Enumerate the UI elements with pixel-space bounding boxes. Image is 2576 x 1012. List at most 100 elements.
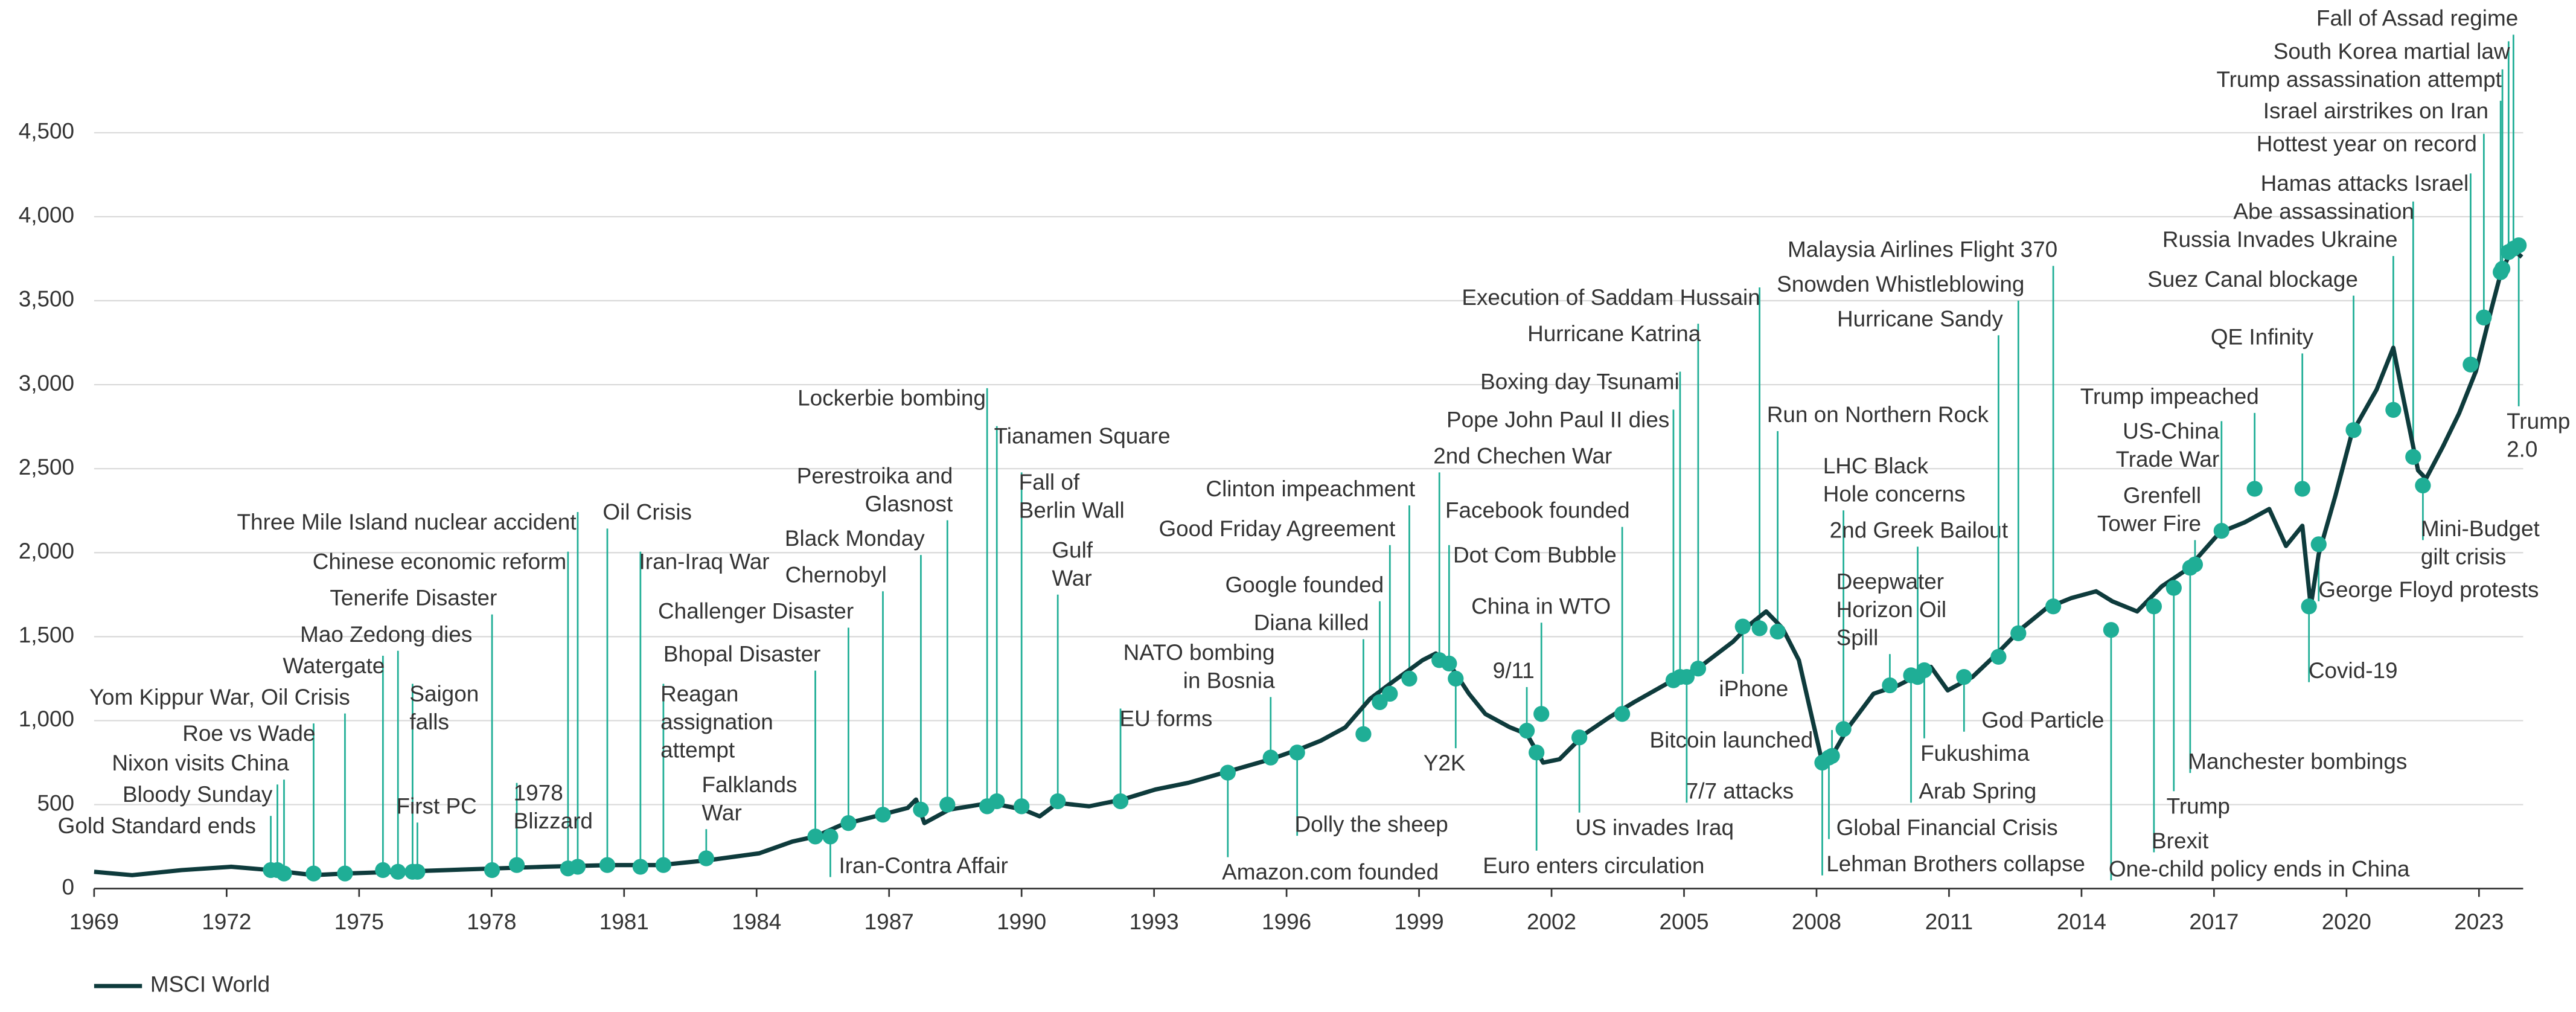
annotation-label: God Particle — [1981, 708, 2104, 732]
x-tick-label: 1969 — [69, 909, 119, 934]
annotation-label: Global Financial Crisis — [1836, 815, 2058, 840]
annotation-dot — [1734, 618, 1751, 635]
annotation-label: QE Infinity — [2211, 325, 2314, 350]
annotation-label: Russia Invades Ukraine — [2162, 227, 2398, 252]
annotation-label: Hurricane Sandy — [1837, 306, 2003, 331]
annotation-label: 2.0 — [2507, 437, 2537, 462]
annotation-label: Execution of Saddam Hussain — [1462, 285, 1760, 310]
annotation-dot — [2385, 402, 2402, 418]
annotation-label: NATO bombing — [1123, 640, 1275, 665]
annotation-label: Snowden Whistleblowing — [1777, 272, 2024, 296]
annotation-dot — [2187, 556, 2204, 572]
annotation-dot — [1441, 655, 1457, 671]
annotation-dot — [989, 793, 1005, 810]
annotation-label: Euro enters circulation — [1483, 853, 1704, 878]
annotation-label: assignation — [660, 709, 773, 734]
annotation-label: Bloody Sunday — [123, 782, 273, 807]
annotation-label: George Floyd protests — [2318, 577, 2539, 602]
annotation-label: Challenger Disaster — [658, 599, 854, 624]
annotation-dot — [599, 857, 616, 873]
annotation-label: Black Monday — [785, 526, 925, 551]
annotation-dot — [1814, 754, 1830, 771]
x-tick-label: 2020 — [2322, 909, 2371, 934]
annotation-label: Facebook founded — [1445, 498, 1630, 523]
annotation-dot — [484, 862, 500, 879]
y-tick-label: 4,000 — [19, 203, 74, 228]
annotation-label: Dot Com Bubble — [1453, 543, 1617, 568]
annotation-dot — [1903, 667, 1919, 684]
annotation-dot — [2294, 481, 2310, 497]
annotation-label: 7/7 attacks — [1686, 779, 1794, 804]
annotation-label: Trump — [2507, 409, 2570, 434]
annotation-label: US invades Iraq — [1575, 815, 1734, 840]
annotation-label: Chernobyl — [785, 562, 887, 587]
x-tick-label: 1984 — [732, 909, 781, 934]
legend-label: MSCI World — [150, 972, 270, 997]
annotation-label: Berlin Wall — [1019, 498, 1125, 523]
annotation-label: Hole concerns — [1823, 481, 1966, 506]
annotation-label: LHC Black — [1823, 453, 1929, 478]
annotation-label: gilt crisis — [2421, 544, 2506, 569]
x-tick-label: 2014 — [2057, 909, 2106, 934]
annotation-label: Pope John Paul II dies — [1446, 407, 1669, 432]
annotation-dot — [1614, 706, 1631, 722]
x-tick-label: 2002 — [1527, 909, 1576, 934]
annotation-dot — [1769, 623, 1786, 640]
x-tick-label: 2005 — [1659, 909, 1708, 934]
annotation-label: Hottest year on record — [2257, 132, 2477, 156]
annotation-dot — [337, 865, 353, 882]
annotation-label: Watergate — [283, 653, 385, 678]
annotation-label: Google founded — [1225, 572, 1384, 597]
annotation-label: 1978 — [514, 780, 563, 805]
annotation-dot — [2165, 580, 2182, 596]
annotation-dot — [1835, 721, 1852, 737]
annotation-label: Amazon.com founded — [1222, 860, 1439, 885]
annotation-label: Blizzard — [514, 809, 593, 833]
annotation-dot — [2494, 261, 2511, 277]
annotation-label: Falklands — [702, 772, 797, 797]
annotation-label: Hurricane Katrina — [1527, 321, 1701, 346]
x-tick-label: 2011 — [1925, 909, 1973, 934]
y-tick-label: 500 — [37, 790, 75, 815]
annotation-label: Brexit — [2152, 828, 2208, 853]
y-tick-label: 0 — [62, 874, 75, 899]
annotation-dot — [1533, 706, 1550, 722]
x-tick-label: 1981 — [599, 909, 649, 934]
annotation-dot — [1262, 749, 1279, 766]
annotation-label: Horizon Oil — [1836, 597, 1947, 622]
x-tick-label: 1978 — [467, 909, 516, 934]
annotation-label: iPhone — [1719, 676, 1788, 701]
annotation-label: Clinton impeachment — [1206, 476, 1415, 501]
annotation-label: Reagan — [660, 681, 738, 706]
annotation-label: 2nd Greek Bailout — [1830, 518, 2008, 543]
annotation-label: Tianamen Square — [994, 424, 1171, 449]
y-tick-label: 3,000 — [19, 371, 74, 396]
annotation-label: Good Friday Agreement — [1159, 516, 1395, 541]
annotation-dot — [2146, 598, 2162, 615]
annotation-dot — [2345, 422, 2362, 438]
annotation-dot — [822, 828, 839, 845]
annotation-label: First PC — [396, 793, 476, 818]
annotation-label: Deepwater — [1836, 569, 1944, 594]
annotation-dot — [1916, 662, 1932, 679]
x-tick-label: 1987 — [865, 909, 914, 934]
annotation-label: Dolly the sheep — [1294, 812, 1448, 836]
annotation-label: War — [702, 800, 741, 825]
annotation-label: War — [1052, 566, 1091, 591]
annotation-label: Run on Northern Rock — [1767, 402, 1989, 427]
annotation-dot — [1289, 745, 1305, 761]
annotation-dot — [1401, 670, 1417, 687]
x-tick-label: 1972 — [202, 909, 251, 934]
annotation-label: EU forms — [1120, 706, 1213, 731]
annotation-label: Bhopal Disaster — [663, 642, 821, 667]
annotation-label: Manchester bombings — [2188, 749, 2407, 773]
annotation-dot — [2463, 356, 2479, 373]
annotation-label: Mao Zedong dies — [300, 622, 472, 647]
y-tick-label: 2,000 — [19, 539, 74, 563]
annotation-label: Abe assassination — [2233, 199, 2414, 224]
annotation-label: Perestroika and — [797, 463, 953, 488]
annotation-dot — [2476, 309, 2492, 325]
annotation-dot — [2405, 449, 2421, 465]
